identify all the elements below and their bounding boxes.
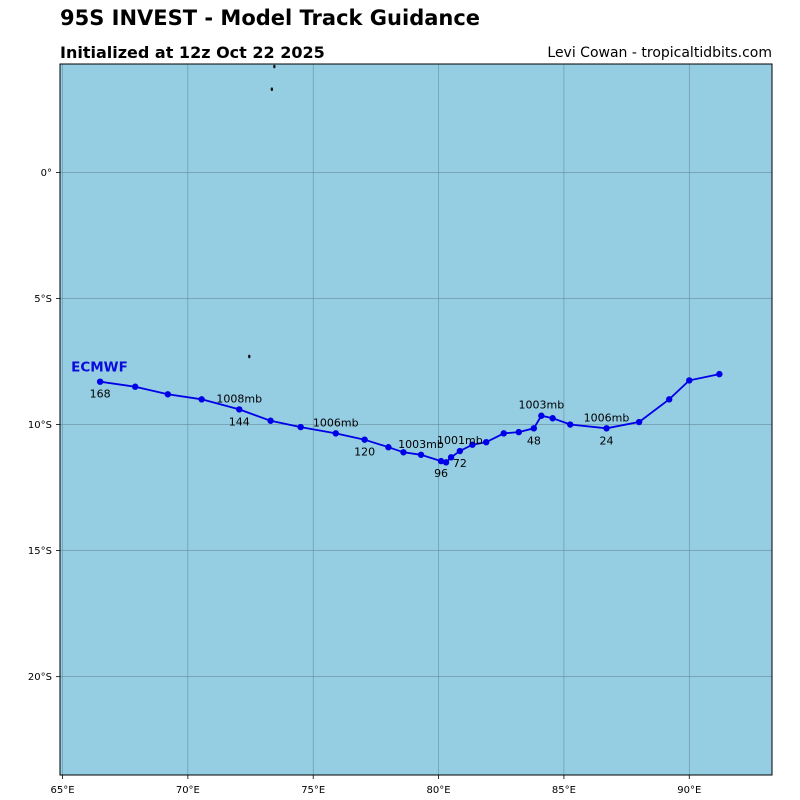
track-point bbox=[267, 417, 274, 424]
track-point bbox=[686, 377, 693, 384]
map-frame bbox=[59, 63, 773, 776]
track-point bbox=[549, 415, 556, 422]
track-point bbox=[635, 418, 643, 426]
track-point bbox=[164, 391, 172, 398]
tick-label-lat: 15°S bbox=[28, 546, 52, 557]
pressure-label: 1001mb bbox=[437, 434, 483, 447]
track-point bbox=[198, 396, 205, 403]
tick-label-lon: 85°E bbox=[552, 785, 576, 796]
forecast-hour-label: 24 bbox=[600, 434, 614, 447]
chart-title: 95S INVEST - Model Track Guidance bbox=[60, 6, 481, 30]
track-point bbox=[442, 459, 450, 466]
track-point bbox=[236, 406, 243, 413]
track-point bbox=[500, 430, 507, 437]
tick-label-lat: 0° bbox=[41, 168, 52, 179]
track-point bbox=[96, 378, 104, 385]
track-point bbox=[332, 430, 339, 437]
pressure-label: 1006mb bbox=[584, 411, 630, 424]
islands-layer bbox=[248, 64, 276, 359]
island-marker bbox=[273, 64, 276, 69]
ocean-background bbox=[60, 64, 772, 775]
island-marker bbox=[248, 354, 251, 359]
forecast-hour-label: 72 bbox=[453, 457, 467, 470]
track-point bbox=[515, 428, 522, 436]
tick-label-lon: 80°E bbox=[427, 785, 451, 796]
graticule-grid bbox=[60, 64, 772, 775]
forecast-hour-label: 48 bbox=[527, 434, 541, 447]
tick-label-lon: 75°E bbox=[301, 785, 325, 796]
pressure-label: 1003mb bbox=[398, 438, 444, 451]
tick-label-lat: 10°S bbox=[28, 420, 52, 431]
pressure-label: 1003mb bbox=[519, 399, 565, 412]
chart-subtitle: Initialized at 12z Oct 22 2025 bbox=[60, 43, 325, 62]
tick-label-lon: 90°E bbox=[677, 785, 701, 796]
axis-ticks: 65°E 70°E 75°E 80°E 85°E 90°E 0° 5°S 10°S 15°S 20°… bbox=[28, 168, 701, 796]
track-point bbox=[385, 444, 392, 451]
tick-label-lat: 5°S bbox=[34, 294, 52, 305]
track-labels: 24 1006mb 1003mb 48 72 1001mb 96 1003mb 120 1006m… bbox=[71, 360, 629, 480]
track-point bbox=[361, 436, 368, 443]
track-point bbox=[297, 423, 304, 431]
track-point bbox=[417, 451, 425, 458]
forecast-hour-label: 168 bbox=[90, 388, 111, 401]
credit-text: Levi Cowan - tropicaltidbits.com bbox=[547, 45, 772, 61]
forecast-hour-label: 96 bbox=[434, 467, 448, 480]
track-point bbox=[538, 412, 545, 419]
forecast-hour-label: 144 bbox=[229, 415, 250, 428]
track-point bbox=[482, 438, 490, 446]
forecast-hour-label: 120 bbox=[354, 446, 375, 459]
tick-label-lat: 20°S bbox=[28, 672, 52, 683]
track-point bbox=[469, 441, 476, 448]
track-point bbox=[437, 457, 445, 465]
track-point bbox=[603, 425, 610, 432]
track-point bbox=[447, 454, 455, 461]
island-marker bbox=[270, 87, 274, 92]
track-point bbox=[566, 421, 574, 428]
track-point bbox=[666, 396, 673, 403]
track-point bbox=[400, 449, 407, 456]
track-point bbox=[132, 383, 139, 390]
tick-label-lon: 65°E bbox=[50, 785, 74, 796]
pressure-label: 1006mb bbox=[313, 416, 359, 429]
tick-label-lon: 70°E bbox=[176, 785, 200, 796]
pressure-label: 1008mb bbox=[216, 392, 262, 405]
model-name-label: ECMWF bbox=[71, 360, 128, 376]
track-point bbox=[716, 370, 723, 378]
model-tracks bbox=[96, 370, 723, 466]
track-point bbox=[530, 425, 538, 432]
track-point bbox=[456, 447, 464, 455]
